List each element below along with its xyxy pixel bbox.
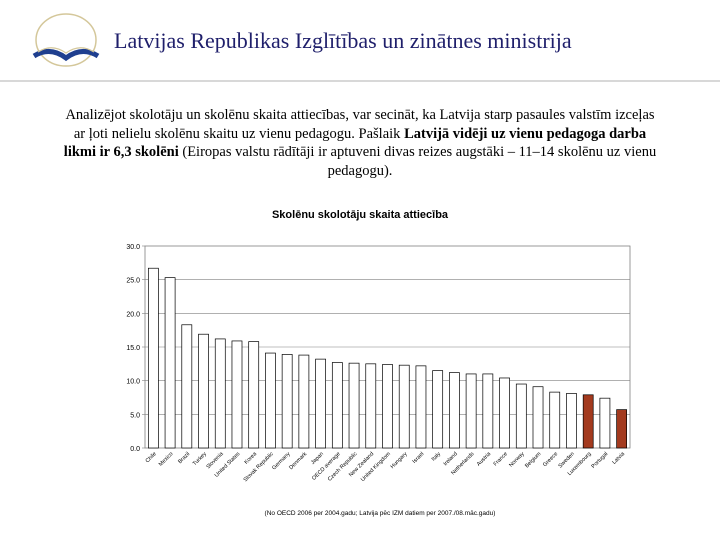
bar — [331, 362, 343, 449]
header-divider — [0, 80, 720, 82]
x-tick-label: Italy — [431, 451, 443, 463]
intro-text-2: (Eiropas valstu rādītāji ir aptuveni div… — [178, 144, 657, 179]
x-tick-label: Belgium — [524, 451, 543, 470]
x-tick-label: United Kingdom — [360, 451, 392, 483]
open-book-logo-icon — [32, 13, 100, 67]
bar — [248, 341, 260, 449]
x-tick-label: Austria — [476, 451, 493, 468]
bar — [214, 338, 226, 449]
chart-layer: 0.0 5.0 10.0 15.0 20.0 25.0 30.0 Chile Mexico Bra… — [126, 244, 631, 483]
bar — [198, 333, 209, 449]
intro-paragraph: Analizējot skolotāju un skolēnu skaita a… — [60, 106, 660, 180]
x-tick-label: Brazil — [177, 451, 191, 465]
y-tick-label: 0.0 — [130, 446, 140, 453]
intro-text-1: Analizējot skolotāju un skolēnu skaita a… — [65, 107, 655, 142]
x-tick-label: Chile — [145, 451, 158, 464]
x-tick-label: Latvia — [611, 451, 626, 466]
y-tick-label: 25.0 — [126, 278, 140, 285]
y-tick-label: 30.0 — [126, 244, 140, 251]
bar — [515, 383, 527, 449]
x-tick-label: Hungary — [390, 451, 409, 470]
x-tick-label: Portugal — [591, 451, 610, 470]
bar — [298, 354, 310, 449]
bar — [465, 373, 477, 449]
bar — [147, 267, 159, 449]
bar — [582, 394, 594, 449]
bar — [281, 354, 293, 449]
bar — [231, 340, 243, 449]
chart-title: Skolēnu skolotāju skaita attiecība — [271, 209, 449, 221]
bar — [482, 373, 494, 449]
bar — [532, 386, 544, 449]
y-tick-label: 15.0 — [126, 345, 140, 352]
x-tick-label: France — [493, 451, 509, 467]
bar — [164, 277, 176, 449]
bar — [398, 364, 410, 449]
bar — [599, 397, 611, 449]
x-tick-label: Israel — [412, 451, 426, 465]
bar — [499, 377, 510, 449]
bar — [382, 364, 393, 449]
bar — [449, 372, 460, 449]
bar — [415, 365, 427, 449]
bar — [365, 363, 377, 449]
y-tick-label: 5.0 — [130, 412, 140, 419]
ministry-title: Latvijas Republikas Izglītības un zinātn… — [114, 28, 572, 53]
x-tick-label: Korea — [243, 451, 258, 466]
x-tick-label: Denmark — [288, 451, 308, 471]
y-tick-label: 10.0 — [126, 379, 140, 386]
x-tick-label: Norway — [508, 451, 526, 469]
x-tick-label: Mexico — [158, 451, 175, 468]
x-tick-label: Japan — [310, 451, 325, 466]
source-note: (No OECD 2006 per 2004.gadu; Latvija pēc… — [264, 510, 496, 517]
bar — [265, 352, 276, 449]
bar-chart: 0.0 5.0 10.0 15.0 20.0 25.0 30.0 Chile Mexico Bra… — [126, 244, 631, 483]
bar — [566, 393, 577, 449]
bar — [549, 391, 561, 449]
header: Latvijas Republikas Izglītības un zinātn… — [0, 0, 720, 86]
bar — [315, 358, 326, 449]
intro-text-bold: Latvijā vidēji uz vienu pedagoga darba l… — [63, 125, 647, 161]
bar — [348, 362, 360, 449]
y-tick-label: 20.0 — [126, 311, 140, 318]
bar — [432, 370, 444, 449]
bar — [616, 409, 628, 449]
bar — [181, 324, 193, 449]
